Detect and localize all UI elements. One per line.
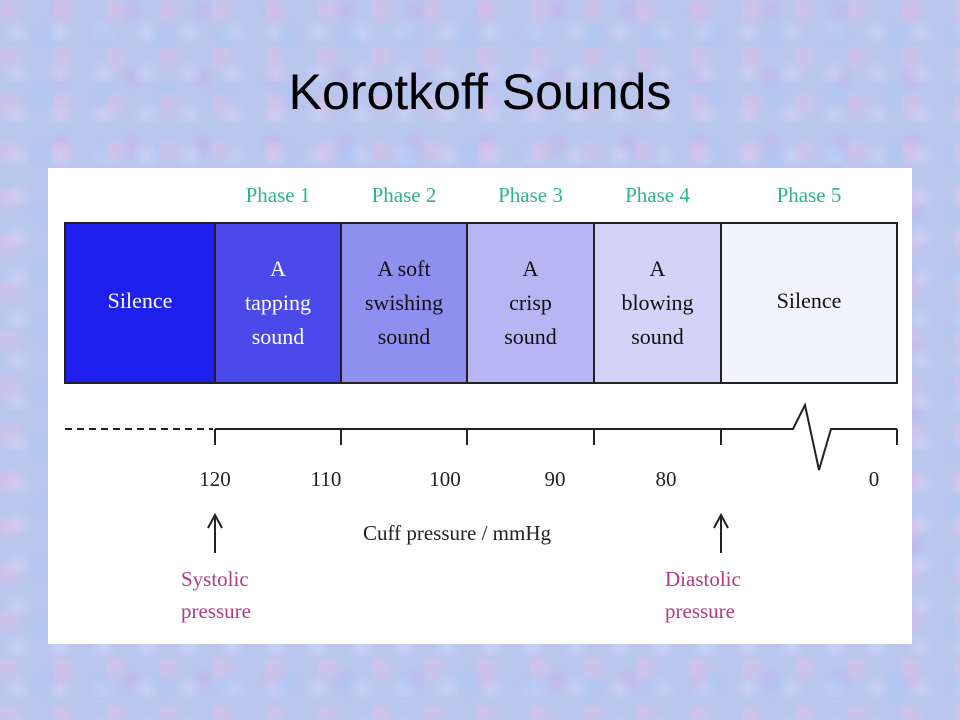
phase-2-sound-line-0: A soft: [377, 256, 430, 281]
phase-3-sound-line-0: A: [523, 256, 539, 281]
phase-0-sound-line-0: Silence: [108, 288, 173, 313]
phase-4-sound-line-2: sound: [631, 324, 684, 349]
phase-band-2: [341, 223, 467, 383]
phase-label-4: Phase 4: [625, 183, 690, 207]
phase-3-sound-line-1: crisp: [509, 290, 552, 315]
slide-title: Korotkoff Sounds: [288, 64, 672, 120]
tick-label-0: 120: [199, 467, 231, 491]
tick-label-5: 0: [869, 467, 880, 491]
phase-1-sound-line-1: tapping: [245, 290, 311, 315]
phase-2-sound-line-2: sound: [378, 324, 431, 349]
marker-arrow-head-1: [713, 512, 729, 529]
phase-band-5: [721, 223, 897, 383]
phase-3-sound-line-2: sound: [504, 324, 557, 349]
phase-1-sound-line-0: A: [270, 256, 286, 281]
tick-label-4: 80: [656, 467, 677, 491]
scale-break-zigzag: [743, 402, 897, 471]
phase-band-4: [594, 223, 721, 383]
tick-label-3: 90: [545, 467, 566, 491]
axis-label: Cuff pressure / mmHg: [363, 521, 552, 545]
phase-4-sound-line-1: blowing: [621, 290, 693, 315]
phase-band-1: [215, 223, 341, 383]
phase-5-sound-line-0: Silence: [777, 288, 842, 313]
tick-label-1: 110: [311, 467, 342, 491]
marker-arrow-head-0: [207, 512, 223, 529]
marker-label-1-line-1: pressure: [665, 599, 735, 623]
phase-band-0: [65, 223, 215, 383]
phase-label-2: Phase 2: [372, 183, 437, 207]
phase-label-5: Phase 5: [777, 183, 842, 207]
phase-band-3: [467, 223, 594, 383]
marker-label-1-line-0: Diastolic: [665, 567, 741, 591]
phase-2-sound-line-1: swishing: [365, 290, 443, 315]
phase-label-1: Phase 1: [246, 183, 311, 207]
tick-label-2: 100: [429, 467, 461, 491]
marker-label-0-line-0: Systolic: [181, 567, 249, 591]
phase-4-sound-line-0: A: [650, 256, 666, 281]
phase-1-sound-line-2: sound: [252, 324, 305, 349]
band-outline: [64, 222, 898, 384]
marker-label-0-line-1: pressure: [181, 599, 251, 623]
phase-label-3: Phase 3: [498, 183, 563, 207]
